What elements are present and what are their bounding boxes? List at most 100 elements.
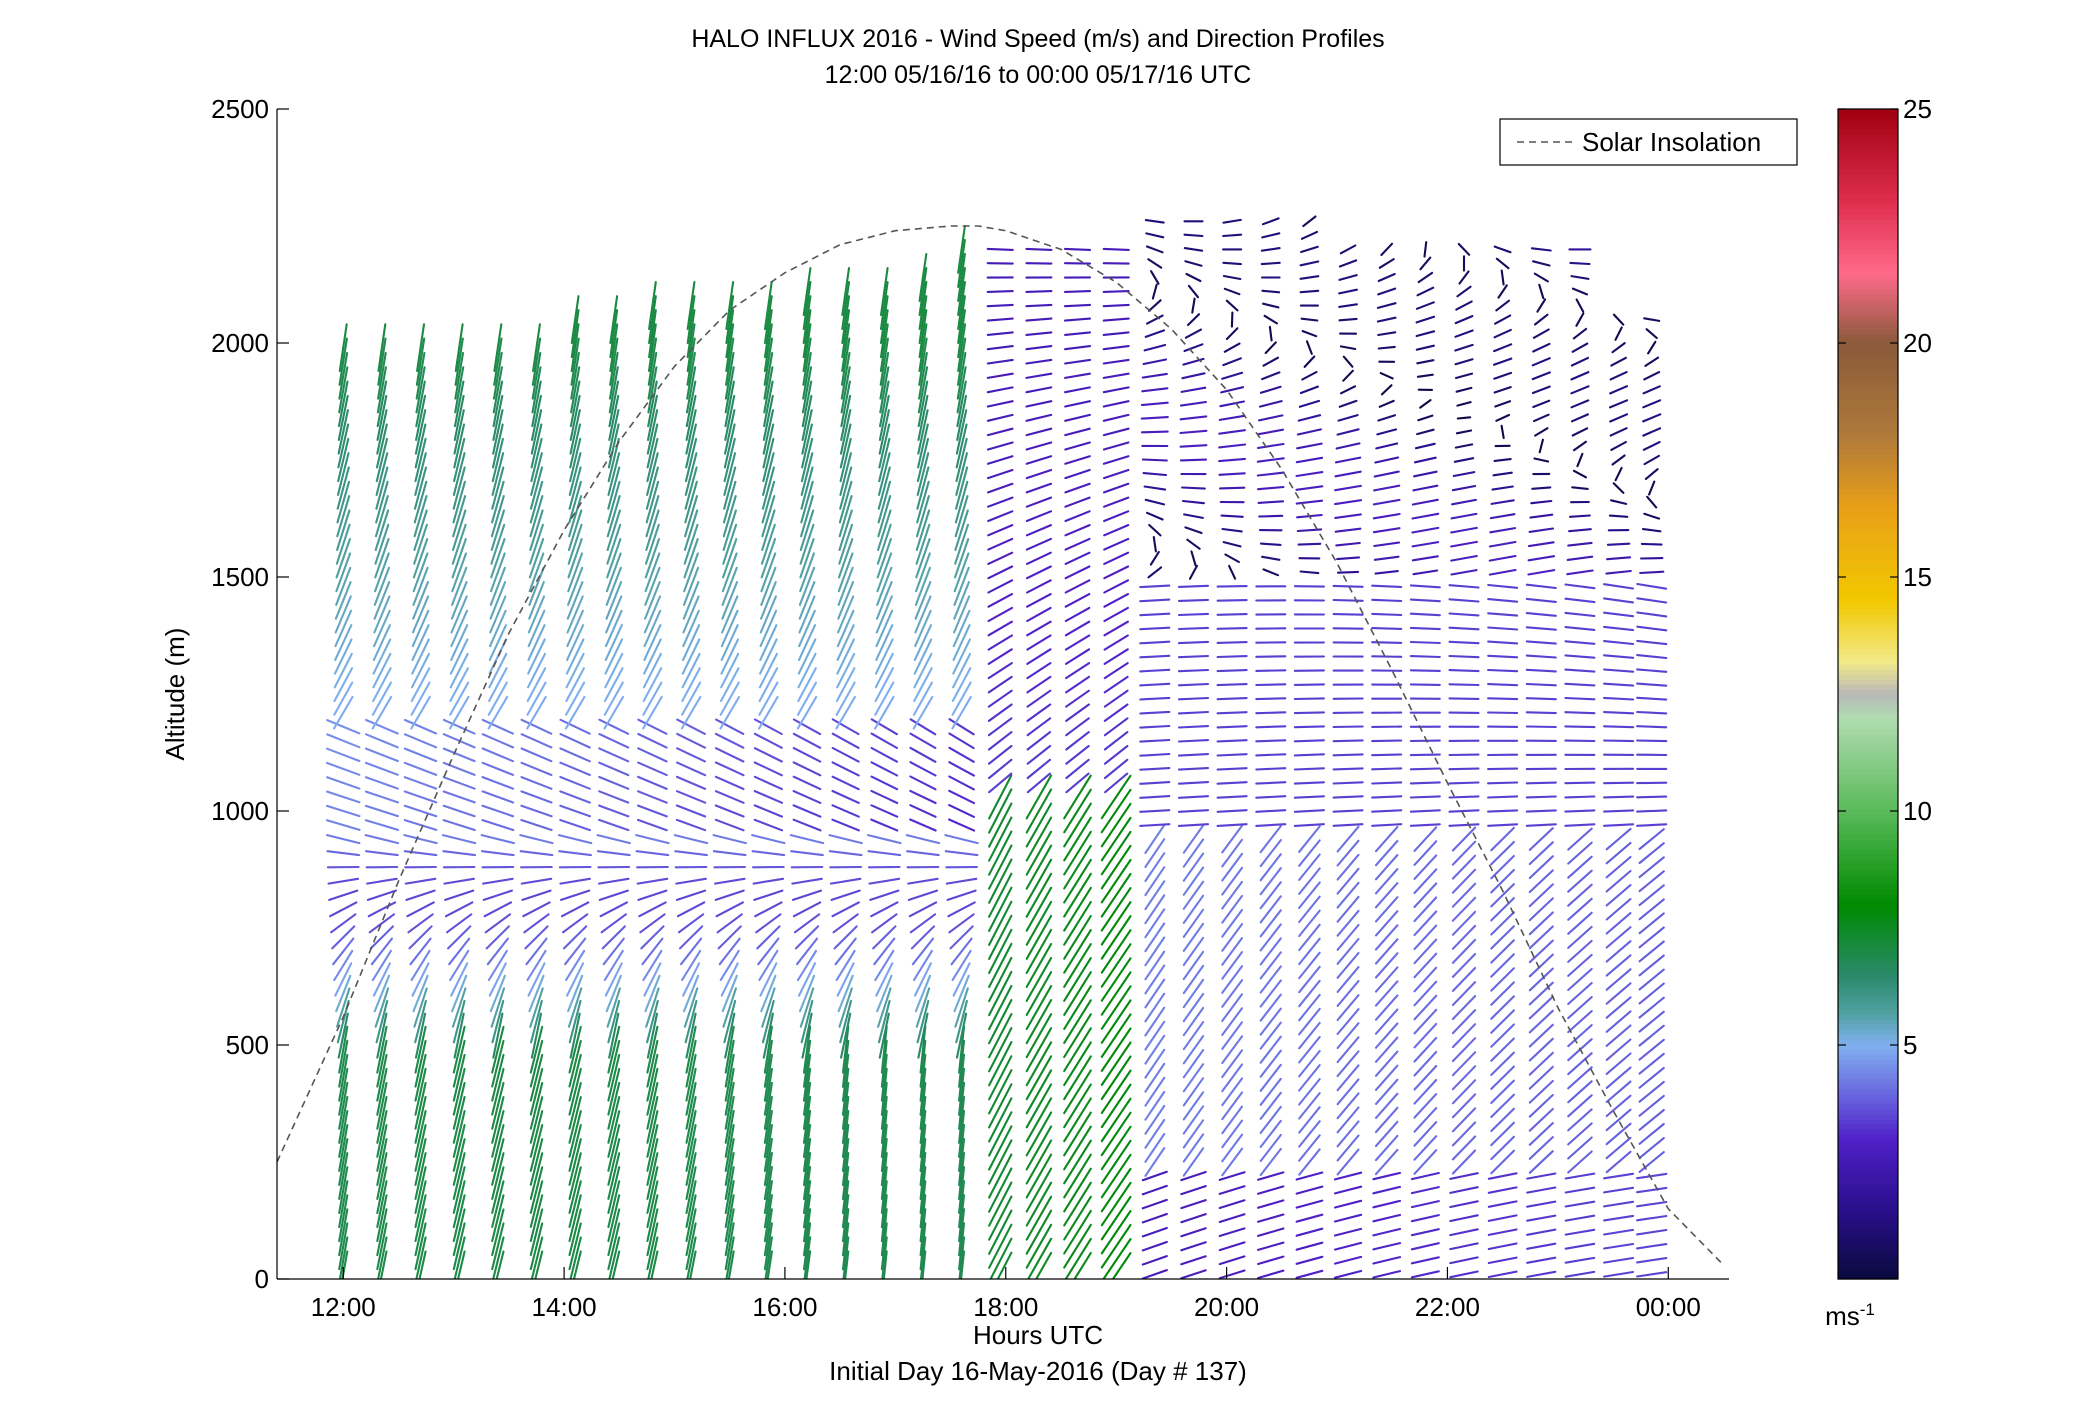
wind-barb — [1102, 413, 1130, 422]
wind-barb — [1570, 356, 1590, 367]
wind-barb — [1149, 550, 1160, 566]
wind-barb — [1298, 1106, 1321, 1134]
wind-barb — [646, 1208, 659, 1257]
wind-barb — [1259, 839, 1282, 868]
wind-barb — [1411, 541, 1440, 548]
wind-barb — [1222, 274, 1242, 281]
wind-barb — [642, 695, 663, 730]
wind-barb — [1139, 795, 1171, 799]
wind-barb — [802, 1095, 812, 1144]
wind-barb — [1177, 725, 1210, 729]
wind-barb — [948, 789, 976, 805]
wind-barb — [1025, 830, 1053, 876]
wind-barb — [1100, 943, 1132, 988]
wind-barb — [1295, 456, 1324, 464]
x-tick-label: 00:00 — [1636, 1292, 1701, 1322]
wind-barb — [376, 1095, 388, 1144]
wind-barb — [405, 889, 436, 901]
wind-barb — [1372, 1256, 1402, 1265]
wind-barb — [1184, 526, 1203, 535]
wind-barb — [877, 495, 892, 538]
wind-barb — [831, 718, 860, 736]
wind-barb — [1638, 898, 1665, 921]
wind-barb — [1605, 869, 1632, 893]
wind-barb — [719, 949, 740, 982]
wind-barb — [1487, 1172, 1518, 1180]
wind-barb — [760, 538, 777, 579]
wind-barb — [1410, 1171, 1440, 1181]
colorbar-swatch — [1838, 214, 1898, 220]
wind-barb — [1063, 317, 1092, 322]
wind-barb — [325, 804, 361, 818]
wind-barb — [684, 495, 699, 538]
wind-barb — [987, 482, 1014, 494]
wind-barb — [1646, 495, 1658, 509]
wind-barb — [1525, 781, 1557, 785]
wind-barb — [1025, 1027, 1053, 1073]
wind-barb — [1638, 1108, 1665, 1131]
wind-barb — [364, 761, 399, 776]
wind-barb — [988, 1139, 1013, 1185]
wind-barb — [1527, 541, 1555, 548]
wind-barb — [1296, 442, 1323, 450]
wind-barb — [986, 427, 1014, 437]
colorbar-swatch — [1838, 994, 1898, 1000]
colorbar-swatch — [1838, 934, 1898, 940]
wind-barb — [1409, 683, 1441, 686]
wind-barb — [413, 987, 428, 1028]
wind-barb — [600, 913, 627, 934]
wind-barb — [1221, 1133, 1244, 1163]
wind-barb — [1603, 654, 1635, 659]
wind-barb — [491, 999, 505, 1044]
colorbar-swatch — [1838, 1129, 1898, 1135]
wind-barb — [1259, 895, 1282, 924]
wind-barb — [916, 452, 930, 496]
wind-barb — [988, 774, 1013, 820]
wind-barb — [1141, 387, 1169, 393]
wind-barb — [986, 441, 1014, 451]
colorbar-swatch — [1838, 674, 1898, 680]
wind-barb — [1636, 1271, 1668, 1278]
colorbar-swatch — [1838, 804, 1898, 810]
wind-barb — [607, 466, 621, 510]
x-tick-label: 12:00 — [311, 1292, 376, 1322]
wind-barb — [1259, 1007, 1282, 1036]
wind-barb — [919, 1039, 927, 1088]
wind-barb — [1448, 823, 1480, 827]
wind-barb — [882, 1250, 888, 1279]
wind-barb — [1103, 634, 1129, 651]
wind-barb — [1218, 1227, 1246, 1238]
wind-barb — [1409, 598, 1441, 603]
wind-barb — [1644, 356, 1660, 367]
colorbar-unit-label: ms-1 — [1825, 1300, 1875, 1331]
wind-barb — [454, 351, 465, 400]
wind-barb — [1609, 371, 1628, 381]
colorbar-swatch — [1838, 849, 1898, 855]
wind-barb — [1064, 331, 1092, 336]
wind-barb — [1449, 1186, 1479, 1194]
wind-barb — [1102, 468, 1130, 480]
wind-barb — [1180, 1269, 1207, 1279]
wind-barb — [675, 790, 707, 804]
wind-barb — [913, 624, 933, 661]
wind-barb — [715, 718, 745, 735]
wind-barb — [1413, 868, 1438, 895]
wind-barb — [797, 652, 817, 689]
wind-barb — [1102, 303, 1130, 308]
wind-barb — [721, 595, 739, 634]
wind-barb — [326, 790, 361, 804]
wind-barb — [1293, 767, 1325, 771]
wind-barb — [915, 987, 931, 1028]
wind-barb — [1064, 1237, 1092, 1279]
wind-barb — [645, 495, 660, 538]
colorbar-swatch — [1838, 574, 1898, 580]
wind-barb — [1100, 816, 1132, 862]
wind-barb — [868, 877, 901, 885]
wind-barb — [605, 581, 623, 620]
wind-barb — [1025, 441, 1053, 451]
wind-barb — [1102, 1238, 1132, 1279]
wind-barb — [1103, 606, 1129, 623]
wind-barb — [607, 1180, 621, 1229]
wind-barb — [1612, 482, 1625, 494]
wind-barb — [334, 962, 353, 997]
